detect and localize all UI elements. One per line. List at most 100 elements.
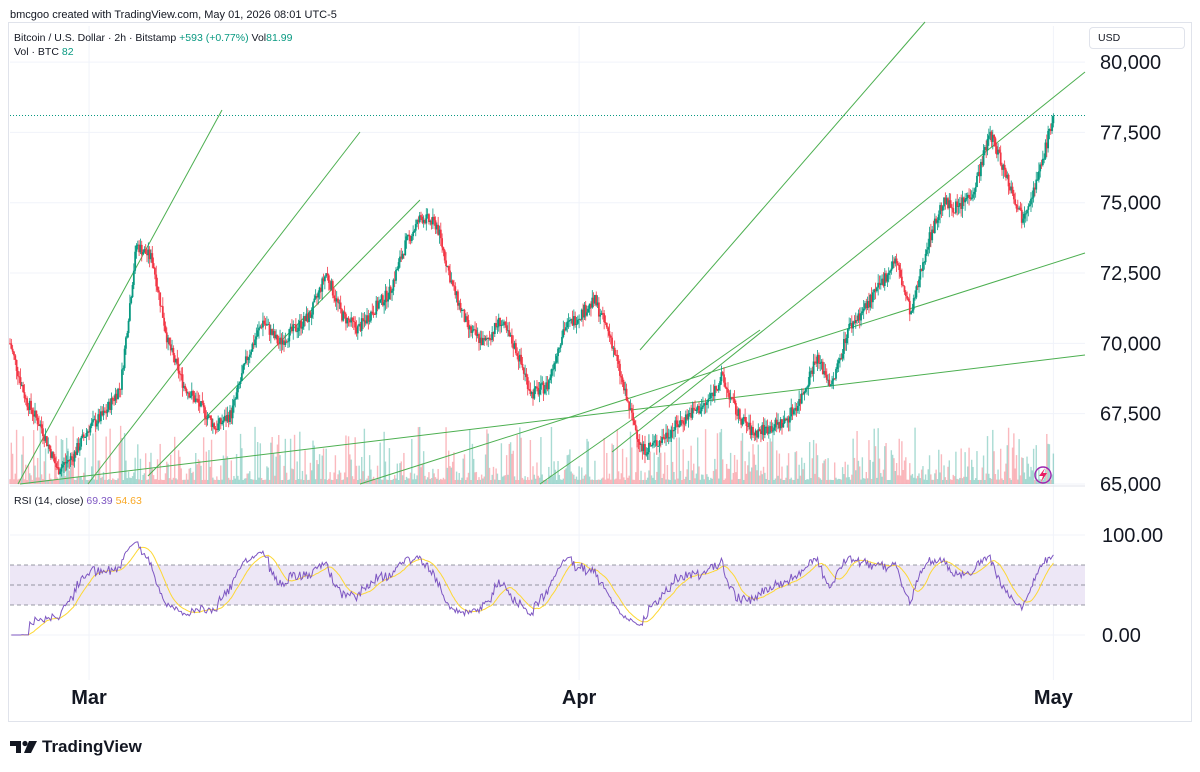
candle-body — [484, 337, 487, 341]
volume-bar — [505, 455, 508, 484]
volume-bar — [707, 476, 709, 484]
candle-body — [711, 392, 714, 394]
candle-body — [503, 321, 505, 325]
volume-bar — [192, 471, 194, 484]
candle-body — [645, 454, 648, 456]
volume-bar — [657, 457, 659, 484]
candle-body — [637, 439, 640, 442]
volume-bar — [310, 470, 313, 484]
volume-bar — [384, 461, 387, 484]
volume-bar — [118, 443, 121, 484]
volume-bar — [263, 479, 265, 484]
volume-bar — [413, 473, 416, 484]
volume-bar — [363, 428, 366, 484]
volume-bar — [756, 470, 758, 484]
volume-bar — [573, 474, 575, 484]
volume-bar — [303, 479, 305, 484]
volume-bar — [590, 479, 592, 484]
candle-body — [342, 311, 345, 321]
candle-body — [177, 363, 180, 374]
volume-bar — [13, 479, 15, 484]
candle-body — [164, 325, 167, 333]
candle-body — [895, 258, 898, 264]
candle-body — [360, 318, 363, 331]
candle-body — [468, 326, 471, 330]
volume-bar — [669, 479, 671, 484]
volume-bar — [748, 451, 750, 484]
volume-bar — [878, 458, 881, 484]
candle-body — [18, 376, 21, 378]
candle-body — [302, 316, 305, 327]
volume-bar — [939, 472, 941, 484]
candle-body — [439, 229, 442, 239]
candle-body — [707, 399, 710, 403]
candle-body — [597, 302, 600, 317]
candle-body — [55, 463, 58, 468]
volume-bar — [40, 474, 43, 484]
candle-body — [790, 407, 793, 417]
candle-body — [179, 373, 181, 375]
candle-body — [557, 348, 559, 357]
volume-bar — [455, 471, 458, 484]
candle-body — [750, 427, 753, 436]
currency-selector[interactable]: USD — [1089, 27, 1185, 49]
replay-icon[interactable] — [1034, 466, 1052, 484]
candle-body — [518, 354, 521, 362]
volume-bar — [893, 458, 895, 484]
volume-bar — [678, 437, 680, 484]
candle-body — [792, 410, 795, 415]
candle-body — [912, 298, 915, 310]
candle-body — [505, 325, 508, 331]
candle-body — [608, 331, 611, 336]
volume-bar — [986, 436, 989, 484]
volume-bar — [903, 460, 906, 484]
volume-bar — [119, 425, 122, 484]
volume-bar — [39, 426, 42, 484]
volume-bar — [292, 469, 294, 484]
candle-body — [280, 337, 283, 345]
candle-body — [871, 292, 874, 303]
volume-bar — [769, 438, 771, 484]
volume-indicator-label[interactable]: Vol · BTC — [14, 46, 59, 58]
volume-bar — [154, 479, 156, 484]
candle-body — [229, 410, 231, 423]
candle-body — [463, 309, 466, 322]
candle-body — [215, 429, 218, 431]
volume-bar — [202, 437, 205, 484]
trendline — [611, 71, 1086, 453]
tradingview-logo[interactable]: TradingView — [10, 737, 142, 757]
volume-bar — [114, 479, 117, 484]
candle-body — [694, 409, 696, 411]
volume-bar — [581, 467, 583, 484]
candle-body — [64, 462, 67, 464]
candle-body — [192, 391, 195, 396]
symbol-label[interactable]: Bitcoin / U.S. Dollar · 2h · Bitstamp — [14, 32, 177, 44]
volume-bar — [479, 479, 482, 484]
volume-bar — [517, 480, 520, 484]
price-tick-label: 75,000 — [1100, 193, 1161, 215]
candle-body — [296, 331, 299, 333]
candle-body — [823, 371, 826, 375]
volume-bar — [727, 468, 729, 484]
candle-body — [916, 286, 919, 288]
volume-bar — [199, 460, 201, 484]
rsi-label[interactable]: RSI (14, close) — [14, 495, 84, 507]
volume-bar — [97, 460, 99, 484]
candle-body — [316, 295, 318, 298]
volume-bar — [495, 468, 497, 484]
candle-body — [953, 212, 956, 214]
candle-body — [1003, 164, 1006, 170]
candle-body — [900, 276, 903, 286]
candle-body — [348, 320, 351, 323]
candle-body — [44, 436, 47, 441]
candle-body — [887, 272, 890, 275]
volume-bar — [736, 459, 738, 484]
candle-body — [883, 273, 886, 286]
volume-bar — [511, 453, 513, 484]
candle-body — [731, 397, 733, 399]
candle-body — [77, 443, 80, 451]
candle-body — [267, 324, 270, 326]
volume-bar — [976, 451, 978, 484]
candle-body — [729, 397, 732, 400]
